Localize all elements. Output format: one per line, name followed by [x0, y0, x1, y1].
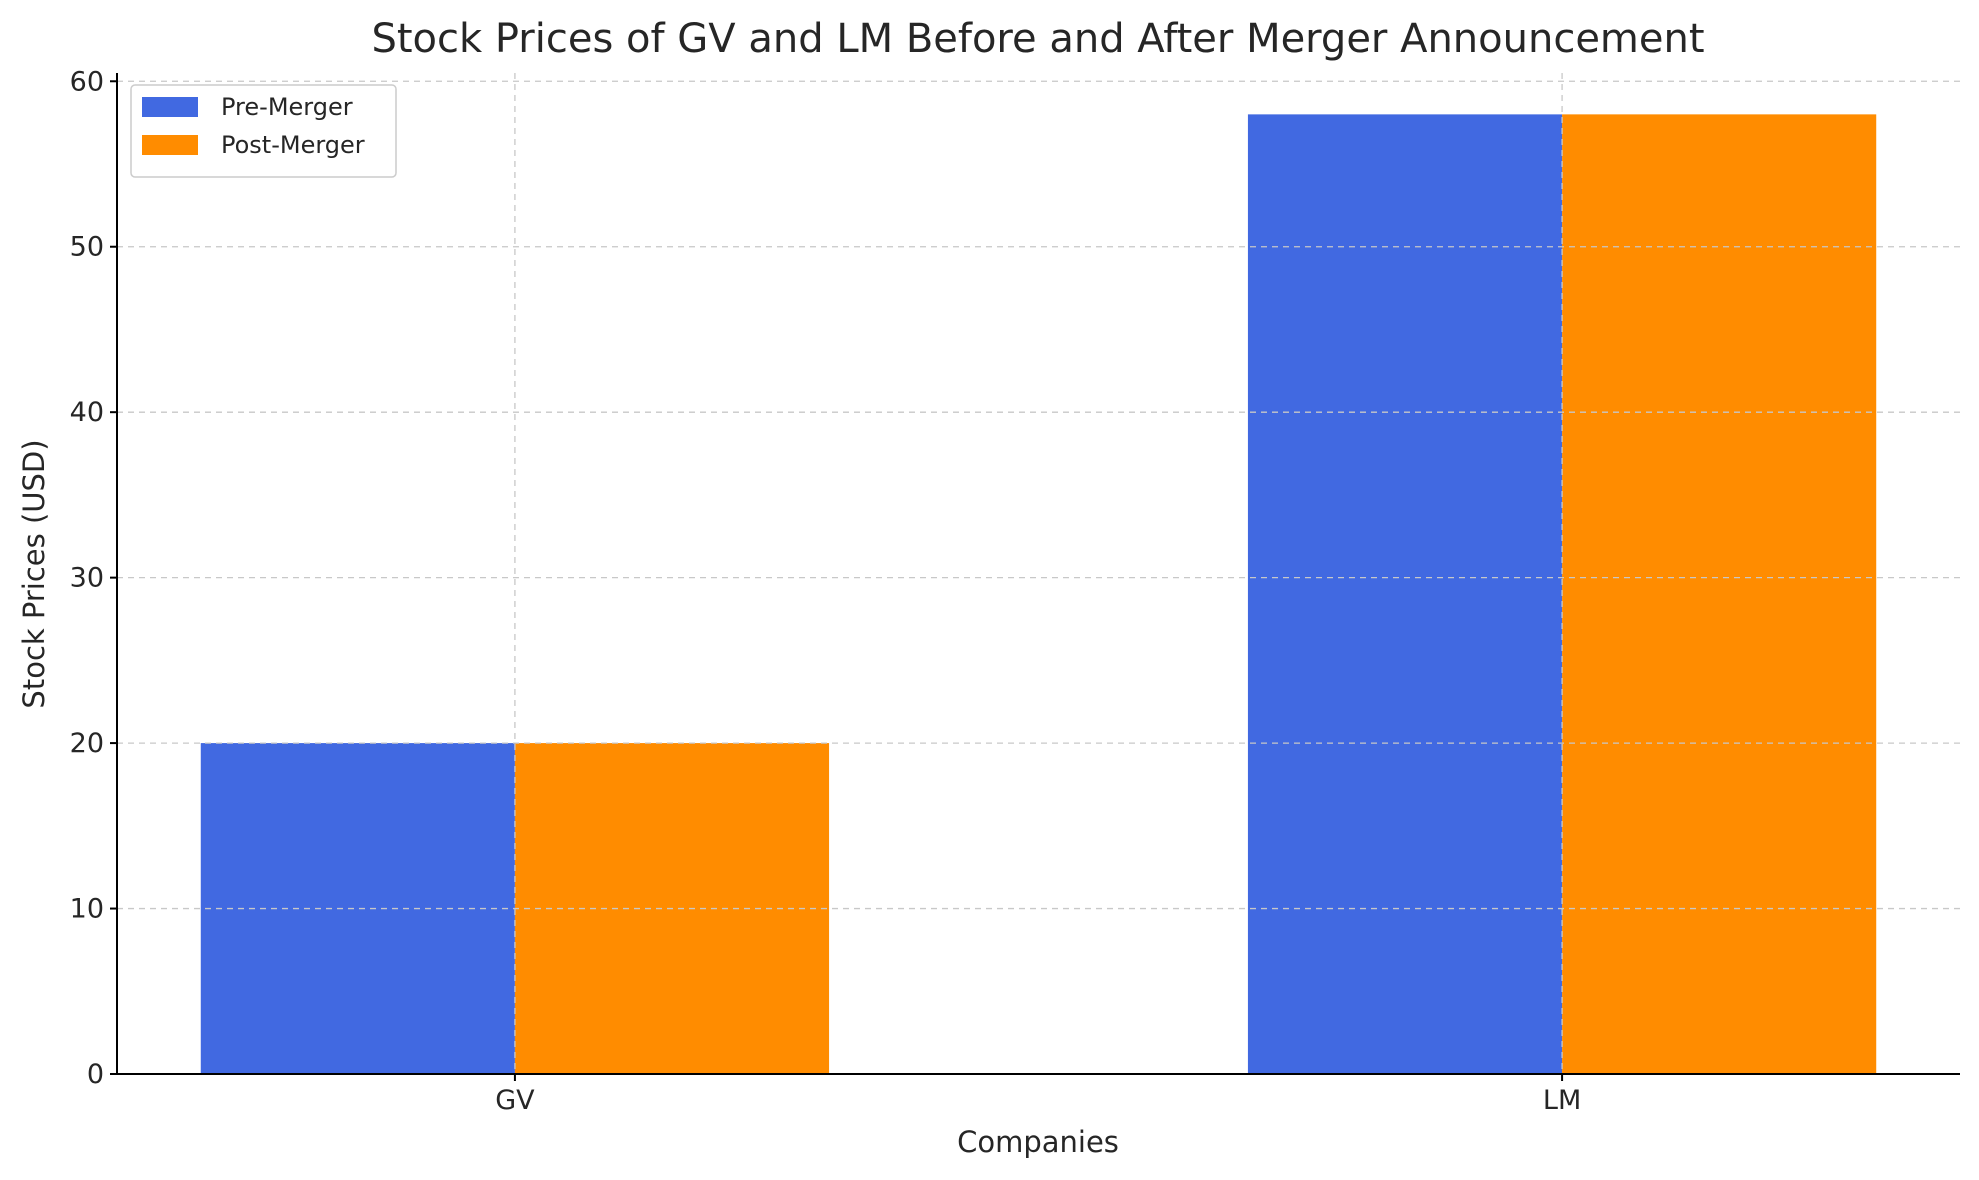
y-tick-label: 10 [70, 894, 104, 925]
legend-label-0: Pre-Merger [221, 93, 353, 121]
y-tick-label: 0 [87, 1059, 104, 1090]
legend-label-1: Post-Merger [221, 131, 365, 159]
legend-swatch-0 [142, 97, 198, 117]
y-tick-label: 20 [70, 728, 104, 759]
bar-pre-merger-gv [200, 743, 515, 1074]
y-tick-label: 40 [70, 397, 104, 428]
y-tick-label: 60 [70, 66, 104, 97]
tick-marks: 0 10 20 30 40 50 60 GV LM [70, 66, 1582, 1116]
legend: Pre-Merger Post-Merger [130, 84, 397, 178]
chart-title: Stock Prices of GV and LM Before and Aft… [371, 16, 1704, 62]
x-tick-label-lm: LM [1543, 1085, 1581, 1116]
bar-post-merger-lm [1562, 114, 1877, 1074]
y-tick-label: 50 [70, 232, 104, 263]
y-axis-label: Stock Prices (USD) [17, 439, 51, 708]
y-tick-label: 30 [70, 563, 104, 594]
axes [116, 73, 1960, 1075]
bars [200, 114, 1877, 1074]
bar-pre-merger-lm [1247, 114, 1563, 1074]
x-axis-label: Companies [957, 1125, 1119, 1159]
legend-swatch-1 [142, 135, 198, 155]
x-tick-label-gv: GV [495, 1085, 535, 1116]
grid-lines [117, 73, 1960, 1074]
